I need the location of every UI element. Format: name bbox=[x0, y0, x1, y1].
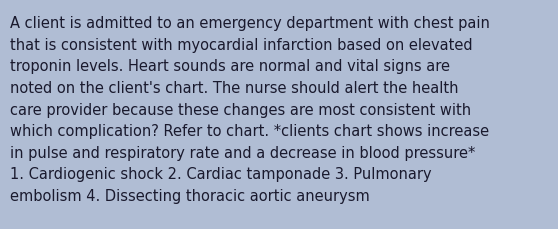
Text: A client is admitted to an emergency department with chest pain
that is consiste: A client is admitted to an emergency dep… bbox=[10, 16, 490, 203]
